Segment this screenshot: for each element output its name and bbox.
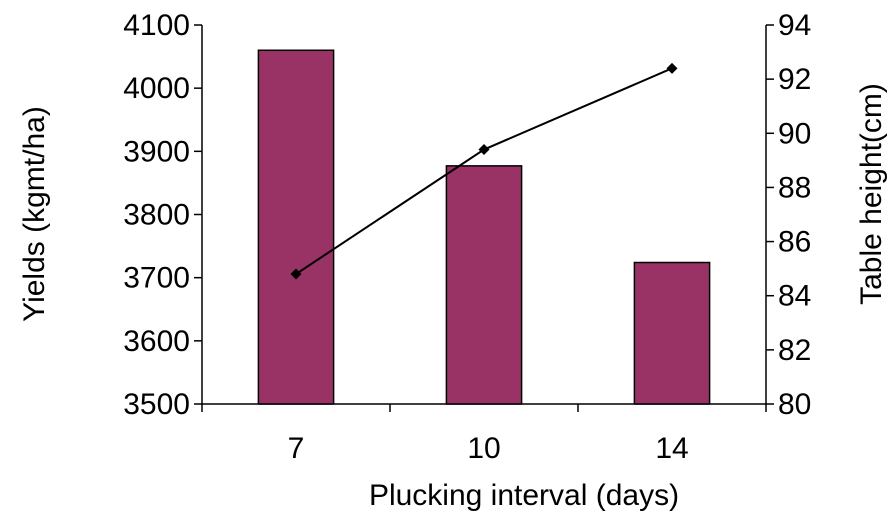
right-axis-ticks: 80 82 84 86 88 90 92 94 <box>766 9 811 421</box>
height-point-10 <box>478 144 490 156</box>
bar-14 <box>633 261 711 405</box>
x-tick-label: 7 <box>288 432 305 465</box>
right-tick-label: 90 <box>778 117 811 150</box>
left-tick-label: 3900 <box>123 135 190 168</box>
left-tick-label: 3700 <box>123 262 190 295</box>
bar-series <box>257 49 711 405</box>
x-axis-title: Plucking interval (days) <box>369 479 679 512</box>
left-axis-title: Yields (kgmt/ha) <box>18 106 51 322</box>
left-tick-label: 3800 <box>123 199 190 232</box>
x-tick-label: 10 <box>467 432 500 465</box>
right-tick-label: 80 <box>778 388 811 421</box>
height-point-14 <box>666 62 678 74</box>
bar-7 <box>257 49 335 405</box>
left-tick-label: 4000 <box>123 72 190 105</box>
right-tick-label: 86 <box>778 226 811 259</box>
left-tick-label: 3600 <box>123 325 190 358</box>
right-tick-label: 92 <box>778 63 811 96</box>
right-tick-label: 84 <box>778 280 811 313</box>
bar-10 <box>445 165 523 405</box>
line-series <box>290 62 678 280</box>
x-axis-ticks: 7 10 14 <box>201 404 767 465</box>
right-tick-label: 94 <box>778 9 811 42</box>
right-tick-label: 82 <box>778 334 811 367</box>
right-tick-label: 88 <box>778 171 811 204</box>
left-tick-label: 4100 <box>123 9 190 42</box>
left-axis-ticks: 3500 3600 3700 3800 3900 4000 4100 <box>123 9 202 421</box>
height-point-7 <box>290 268 302 280</box>
right-axis-title: Table height(cm) <box>855 83 888 305</box>
x-tick-label: 14 <box>655 432 688 465</box>
left-tick-label: 3500 <box>123 388 190 421</box>
